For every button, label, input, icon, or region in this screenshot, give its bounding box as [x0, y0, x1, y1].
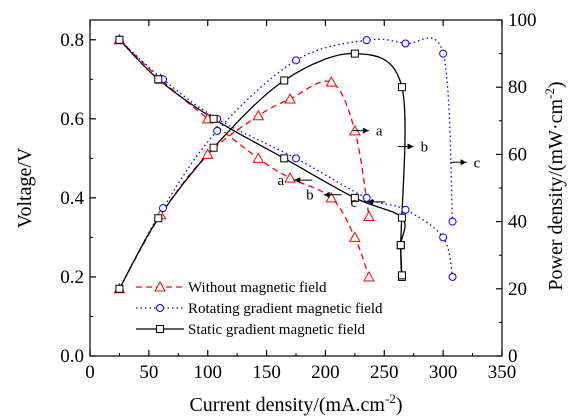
x-tick-label: 100 [193, 362, 222, 383]
y2-tick-label: 40 [508, 212, 527, 233]
power-point-b [362, 36, 371, 45]
y2-tick-label: 20 [508, 279, 527, 300]
y-tick-label: 0.4 [60, 188, 84, 209]
y-axis-title: Voltage/V [14, 147, 36, 228]
power-point-a [284, 92, 296, 104]
annotation-label-a: a [376, 124, 383, 140]
power-point-c [397, 271, 406, 280]
annotation-label-b: b [421, 139, 429, 155]
voltage-point-a [349, 231, 361, 242]
power-point-b [401, 39, 410, 48]
voltage-point-a [284, 172, 296, 183]
power-point-c [115, 284, 124, 293]
x-tick-label: 300 [429, 362, 458, 383]
voltage-point-b [292, 154, 300, 163]
x-axis: 0 50 100 150 200 250 300 350 [85, 20, 516, 383]
x-tick-label: 350 [488, 362, 517, 383]
voltage-point-b [362, 193, 371, 202]
power-point-a [201, 148, 214, 159]
voltage-point-c [154, 75, 163, 84]
y2-tick-label: 0 [508, 346, 518, 367]
annotation-arrowhead-b [407, 143, 414, 150]
annotation-arrowhead-c [367, 198, 374, 205]
annotations: a b c a b c [278, 124, 481, 211]
voltage-point-c [280, 154, 289, 163]
legend-marker-b [156, 304, 164, 312]
voltage-line-b [118, 39, 454, 278]
power-point-b [158, 204, 167, 213]
x-tick-label: 250 [370, 362, 399, 383]
voltage-point-b [401, 205, 410, 214]
voltage-point-a [325, 191, 338, 203]
y-axis-right: 0 20 40 60 80 100 [496, 10, 537, 367]
x-tick-label: 150 [252, 362, 281, 383]
legend-label-c: Static gradient magnetic field [188, 322, 366, 338]
annotation-label-b: b [306, 188, 314, 204]
power-point-b [292, 56, 300, 65]
annotation-arrowhead-c [460, 159, 467, 166]
series-markers [113, 33, 457, 294]
annotation-arrowhead-b [323, 191, 330, 198]
x-tick-label: 0 [85, 362, 95, 383]
power-point-c [154, 214, 163, 223]
legend-marker-c [156, 325, 164, 333]
y-tick-label: 0.2 [60, 267, 84, 288]
voltage-point-a [252, 152, 265, 163]
power-line-b [118, 37, 454, 290]
power-point-c [209, 143, 218, 152]
power-point-c [350, 49, 359, 58]
voltage-point-c [209, 114, 218, 123]
power-point-c [280, 76, 289, 85]
x-tick-label: 50 [139, 362, 158, 383]
x-axis-title: Current density/(mA.cm-2) [189, 391, 402, 416]
power-point-a [363, 210, 375, 222]
x-tick-label: 200 [311, 362, 340, 383]
voltage-point-c [350, 193, 359, 202]
annotation-label-a: a [278, 173, 285, 189]
power-point-c [396, 241, 405, 250]
y2-tick-label: 60 [508, 144, 527, 165]
annotation-arrowhead-a [362, 127, 369, 134]
y2-tick-label: 80 [508, 77, 527, 98]
y-tick-label: 0.0 [60, 346, 84, 367]
series-lines [118, 37, 454, 290]
legend: Without magnetic field Rotating gradient … [136, 280, 383, 338]
voltage-point-c [397, 213, 406, 222]
power-point-c [397, 83, 406, 92]
power-point-b [213, 126, 222, 135]
voltage-point-b [448, 272, 457, 281]
voltage-point-a [363, 270, 375, 282]
power-point-a [252, 109, 265, 121]
annotation-label-c: c [474, 155, 481, 171]
power-point-b [448, 217, 457, 226]
y2-axis-title: Power density/(mW·cm-2) [542, 81, 567, 290]
y2-tick-label: 100 [508, 10, 537, 31]
power-point-a [325, 76, 338, 87]
legend-marker-a [154, 280, 166, 292]
annotation-arrowhead-a [294, 177, 301, 184]
y-axis-left: 0.0 0.2 0.4 0.6 0.8 [60, 30, 96, 367]
y-tick-label: 0.8 [60, 30, 84, 51]
legend-label-a: Without magnetic field [188, 280, 327, 296]
power-point-b [439, 49, 448, 58]
annotation-label-c: c [351, 195, 358, 211]
voltage-point-b [439, 233, 448, 242]
voltage-point-c [115, 35, 124, 44]
legend-label-b: Rotating gradient magnetic field [188, 301, 383, 317]
y-tick-label: 0.6 [60, 109, 84, 130]
